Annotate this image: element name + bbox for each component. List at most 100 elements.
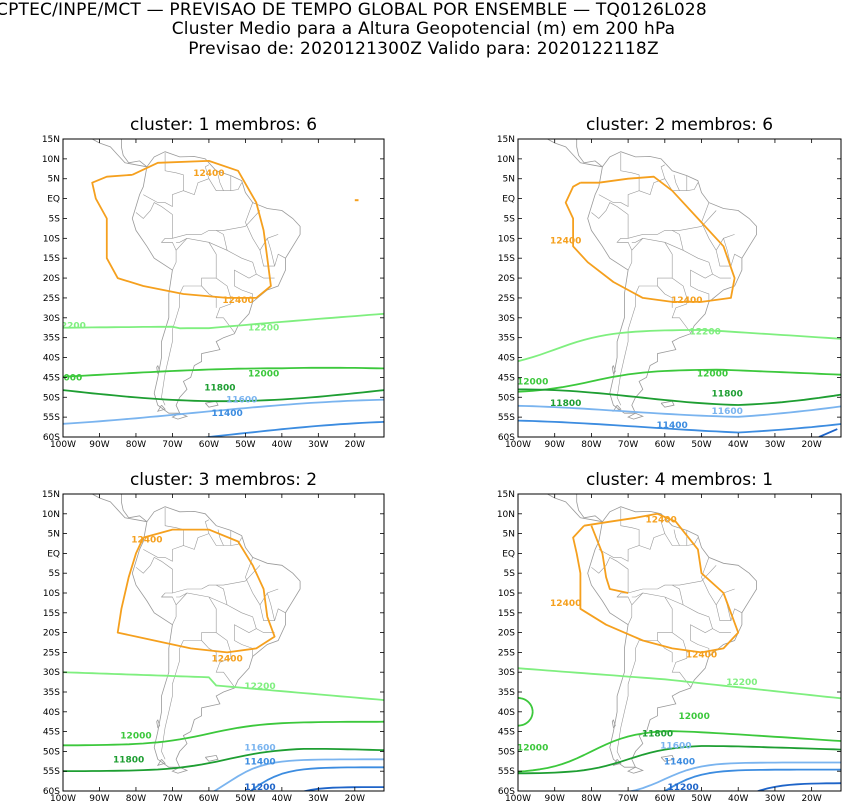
country-border [638,164,666,195]
lon-tick-label: 50W [691,440,711,450]
lat-tick-label: 10N [497,510,515,520]
lat-tick-label: EQ [502,195,515,205]
island-coast [627,766,644,774]
contour-12400 [572,512,740,654]
country-border [628,588,658,594]
lat-tick-label: 55S [498,767,515,777]
map-frame [517,138,842,438]
country-border [657,226,702,235]
lat-tick-label: 30S [43,668,60,678]
map-frame [62,493,385,792]
map-layer: 12400 12400 12400 12200 12000 12000 1180011600… [517,494,841,791]
lat-tick-label: 15S [498,254,515,264]
contour-label: 12200 [690,328,721,338]
contour-12400 [116,528,276,654]
lat-tick-label: EQ [502,549,515,559]
lat-tick-label: 50S [498,747,515,757]
country-border [183,519,210,550]
contour-11400 [249,766,384,791]
lat-tick-label: 20S [498,274,515,284]
central-america-coast [120,494,148,523]
panel-title: cluster: 1 membros: 6 [130,115,317,135]
country-border [657,640,673,663]
contour-label: 12000 [120,732,151,742]
contour-label: 12400 [686,650,717,660]
country-border [183,164,210,195]
country-border [673,529,680,546]
panel-cluster: 4 [655,470,671,490]
contour-label: 12000 [517,743,548,753]
contour-label: 11400 [211,409,242,419]
lat-tick-label: 30S [43,314,60,324]
contour-label: 12400 [645,516,676,526]
contour-label: 12000 [248,369,279,379]
country-border [135,556,177,606]
lat-tick-label: 20S [43,274,60,284]
country-border [201,226,246,235]
panel-title: cluster: 2 membros: 6 [586,115,773,135]
lon-tick-label: 60W [655,794,675,803]
lat-tick-label: EQ [47,549,60,559]
panel-members: 6 [306,115,317,135]
country-border [673,174,680,191]
lon-tick-label: 100W [505,794,531,803]
lon-tick-label: 80W [126,440,146,450]
lat-tick-label: 35S [498,334,515,344]
country-border [245,557,279,606]
panel-members-label: membros: [215,115,306,135]
lat-tick-label: 5S [504,569,516,579]
central-america-coast [91,494,147,523]
lat-tick-label: 5N [48,530,60,540]
panel-title: cluster: 4 membros: 1 [586,470,773,490]
contour-label: 11800 [550,399,581,409]
lat-tick-label: 10N [42,510,60,520]
central-america-coast [575,139,603,168]
lat-tick-label: 35S [43,334,60,344]
lat-tick-label: 10S [43,234,60,244]
lat-tick-label: 25S [498,648,515,658]
contour-label: 11200 [244,783,275,793]
lat-tick-label: 5N [48,175,60,185]
contour-label: 12200 [726,678,757,688]
panel-members: 1 [762,470,773,490]
lat-tick-label: 25S [43,294,60,304]
contour-11800 [63,748,384,772]
lat-tick-label: 55S [43,413,60,423]
contour-label: 12400 [222,296,253,306]
contour-label: 11800 [204,383,235,393]
panel-cluster-label: cluster: [586,115,655,135]
island-coast [660,400,675,408]
country-border [672,584,684,605]
lon-tick-label: 90W [545,440,565,450]
panel-cluster: 3 [199,470,215,490]
contour-label: 11800 [712,389,743,399]
country-border [256,273,275,279]
country-border [172,234,202,239]
contour-label: 12400 [193,169,224,179]
lon-tick-label: 50W [235,440,255,450]
contour-label: 12000 [679,712,710,722]
panel-cluster: 2 [655,115,671,135]
country-border [631,238,643,243]
lat-tick-label: 50S [43,747,60,757]
lon-tick-label: 20W [801,440,821,450]
country-border [598,507,640,562]
country-border [672,230,684,251]
contour-11600 [518,404,841,418]
south-america-coast [131,151,301,414]
island-coast [156,365,161,375]
panel-cluster-label: cluster: [130,470,199,490]
contour-label: 12000 [51,373,82,383]
lat-tick-label: 25S [43,648,60,658]
lat-tick-label: 20S [43,629,60,639]
contour-label: 12400 [671,296,702,306]
contour-12000 [518,730,841,773]
country-border [176,592,188,598]
lat-tick-label: 45S [43,373,60,383]
contour-11800 [63,389,384,403]
cluster-panel-3: 12400 12400 12200 12000 11800 11600 11400 11200… [42,470,385,803]
lat-tick-label: 5N [503,530,515,540]
island-coast [156,404,166,412]
country-border [616,632,673,760]
